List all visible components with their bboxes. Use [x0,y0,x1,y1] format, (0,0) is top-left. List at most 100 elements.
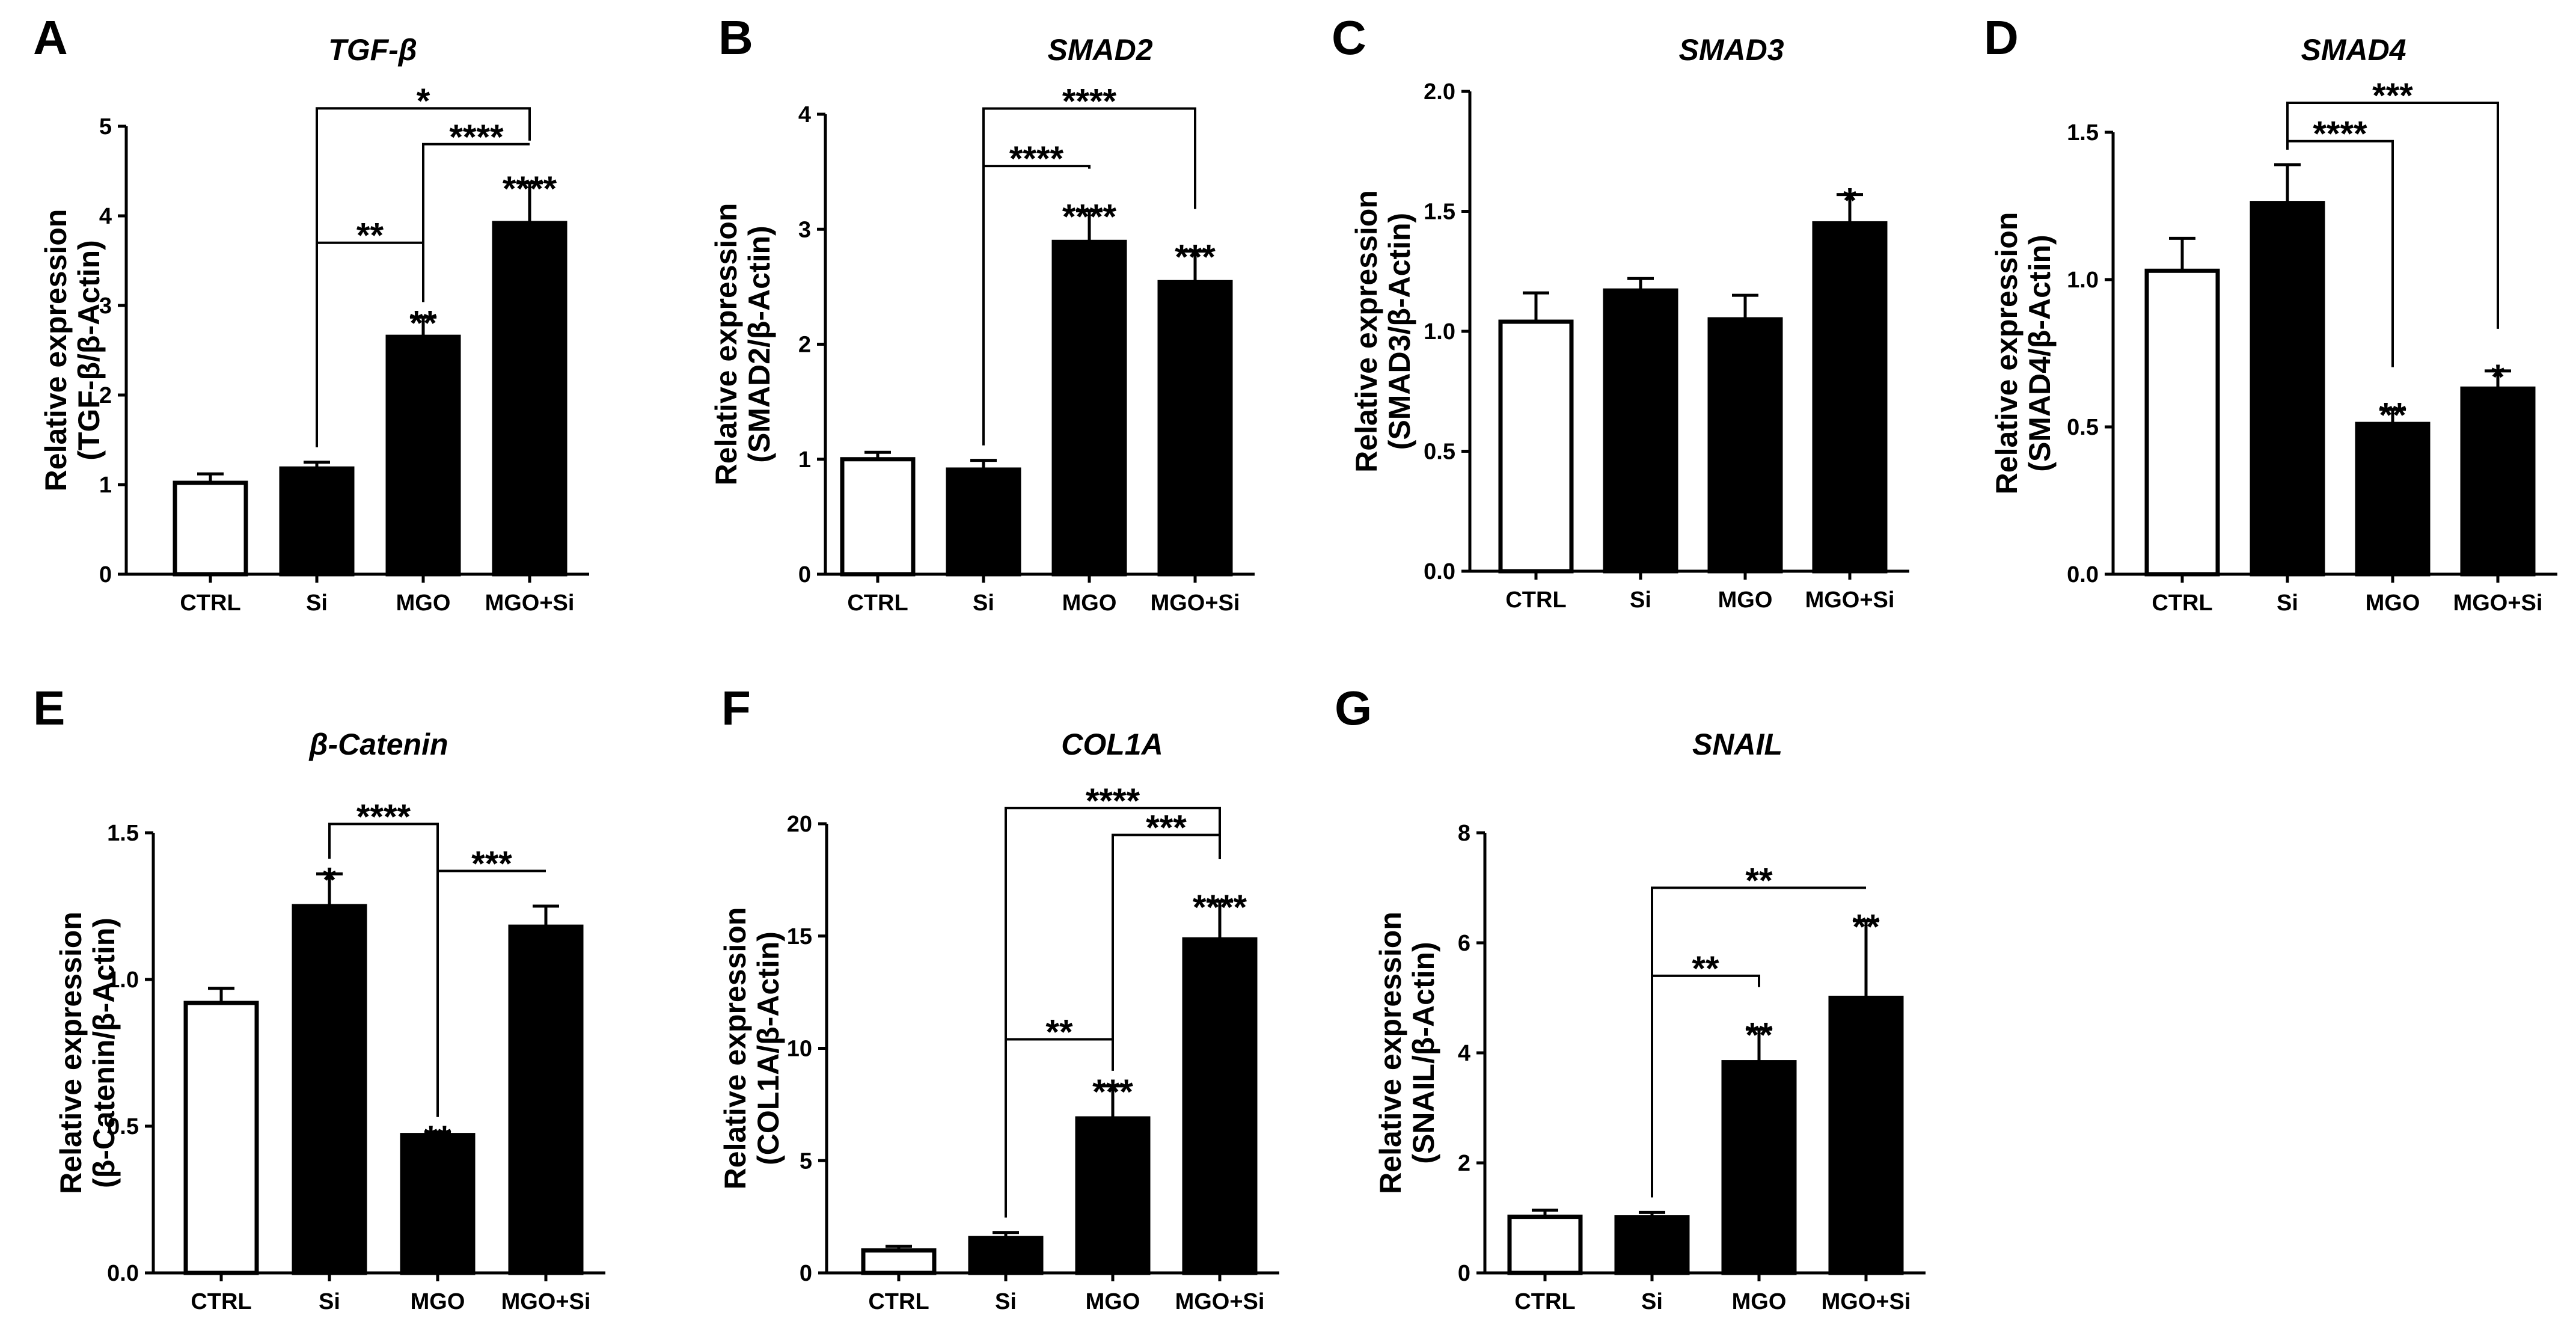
bar-significance-label: **** [503,170,557,209]
panel-e: Eβ-Catenin Relative expression (β-Catenin/… [33,681,605,1314]
panel-b: B SMAD2 Relative expression (SMAD2/β-Actin)… [709,11,1255,616]
chart-title: TGF-β [328,33,417,67]
bar-mgo [1075,1116,1151,1275]
bracket-significance-label: **** [1086,782,1140,821]
chart-title: SMAD3 [1678,33,1784,67]
chart-title: β-Catenin [308,728,448,761]
y-axis-title-line: Relative expression [39,209,73,492]
bar-si [1614,1215,1690,1275]
bar-significance-label: ** [1852,907,1880,946]
bracket-significance-label: ** [1745,862,1773,901]
y-tick-label: 0.5 [107,1114,139,1139]
x-tick-label: MGO [1062,590,1117,616]
x-tick-label: MGO [2366,590,2420,616]
bar-ctrl [2144,268,2220,577]
y-axis-title-line: Relative expression [709,203,743,486]
x-tick-label: CTRL [847,590,908,616]
x-tick-label: MGO+Si [501,1289,591,1314]
bar-mgo [1051,239,1127,577]
bar-significance-label: * [1843,182,1857,221]
x-tick-label: Si [319,1289,340,1314]
bar-ctrl [861,1248,937,1275]
bar-ctrl [1498,319,1574,574]
bar-mgo-si [1182,937,1258,1275]
bracket-significance-label: **** [2313,115,2367,154]
panel-letter: D [1984,11,2019,64]
panel-c: C SMAD3 Relative expression (SMAD3/β-Actin)… [1332,11,1909,613]
y-tick-label: 1 [798,447,811,473]
bar-si [292,904,367,1275]
y-tick-label: 4 [1458,1041,1470,1066]
x-tick-label: MGO+Si [1822,1289,1911,1314]
bar-mgo [385,334,461,577]
bar-significance-label: ** [1745,1016,1773,1055]
bracket-significance-label: *** [2372,76,2413,115]
panel-f: F COL1A Relative expression (COL1A/β-Actin)… [718,681,1279,1314]
y-axis-title-line: Relative expression [1374,912,1407,1194]
bar-significance-label: *** [1092,1073,1133,1112]
panel-g: G SNAIL Relative expression (SNAIL/β-Actin)… [1335,681,1926,1314]
panel-letter: C [1332,11,1366,64]
bar-si [968,1236,1044,1275]
x-tick-label: MGO [1732,1289,1787,1314]
panel-letter: F [721,681,751,735]
chart-title: COL1A [1061,728,1163,761]
y-tick-label: 15 [787,924,812,949]
y-axis-title-line: (SMAD2/β-Actin) [742,225,776,462]
bar-mgo-si [508,924,584,1275]
bar-significance-label: * [323,860,337,900]
y-tick-label: 3 [798,217,811,242]
y-tick-label: 0 [1458,1261,1470,1286]
x-tick-label: Si [973,590,994,616]
x-tick-label: Si [1641,1289,1663,1314]
y-tick-label: 0.0 [2067,562,2099,587]
x-tick-label: CTRL [1514,1289,1575,1314]
y-tick-label: 0.0 [1424,559,1455,584]
chart-title: SMAD4 [2301,33,2406,67]
y-tick-label: 4 [99,204,112,229]
y-tick-label: 6 [1458,931,1470,956]
y-axis-title-line: (COL1A/β-Actin) [751,931,785,1165]
x-tick-label: CTRL [191,1289,251,1314]
panel-letter: B [718,11,753,64]
x-tick-label: Si [306,590,328,616]
x-tick-label: CTRL [2152,590,2212,616]
y-tick-label: 0.0 [107,1261,139,1286]
panel-d: D SMAD4 Relative expression (SMAD4/β-Actin)… [1984,11,2557,616]
bar-significance-label: * [2491,358,2505,397]
bar-mgo-si [1157,280,1233,577]
panel-letter: G [1335,681,1372,735]
y-axis-title-line: (SMAD3/β-Actin) [1383,213,1416,450]
x-tick-label: Si [2277,590,2298,616]
y-axis-title-line: Relative expression [718,907,752,1190]
x-tick-label: MGO+Si [1175,1289,1265,1314]
panel-letter: A [33,11,68,64]
bar-mgo [400,1133,476,1275]
x-tick-label: MGO [396,590,451,616]
y-tick-label: 1.5 [2067,120,2099,146]
bar-significance-label: **** [1193,888,1247,927]
significance-bracket [316,107,531,447]
y-tick-label: 0.5 [2067,415,2099,440]
y-tick-label: 3 [99,293,112,319]
bar-ctrl [173,480,248,577]
x-tick-label: MGO [1086,1289,1140,1314]
x-tick-label: CTRL [180,590,240,616]
x-tick-label: MGO [1718,587,1773,613]
y-tick-label: 0 [798,562,811,587]
y-tick-label: 5 [800,1148,812,1174]
panel-letter: E [33,681,65,735]
bar-significance-label: ** [409,304,437,343]
bar-mgo-si [492,221,568,577]
x-tick-label: Si [1630,587,1651,613]
bracket-significance-label: * [417,82,430,121]
bar-si [2250,201,2325,577]
bar-mgo [1707,317,1783,574]
y-tick-label: 1.0 [2067,268,2099,293]
y-axis-title-line: (SNAIL/β-Actin) [1407,942,1440,1163]
y-tick-label: 1 [99,473,112,498]
y-tick-label: 10 [787,1037,812,1062]
x-tick-label: MGO+Si [1805,587,1895,613]
y-tick-label: 1.0 [1424,319,1455,345]
